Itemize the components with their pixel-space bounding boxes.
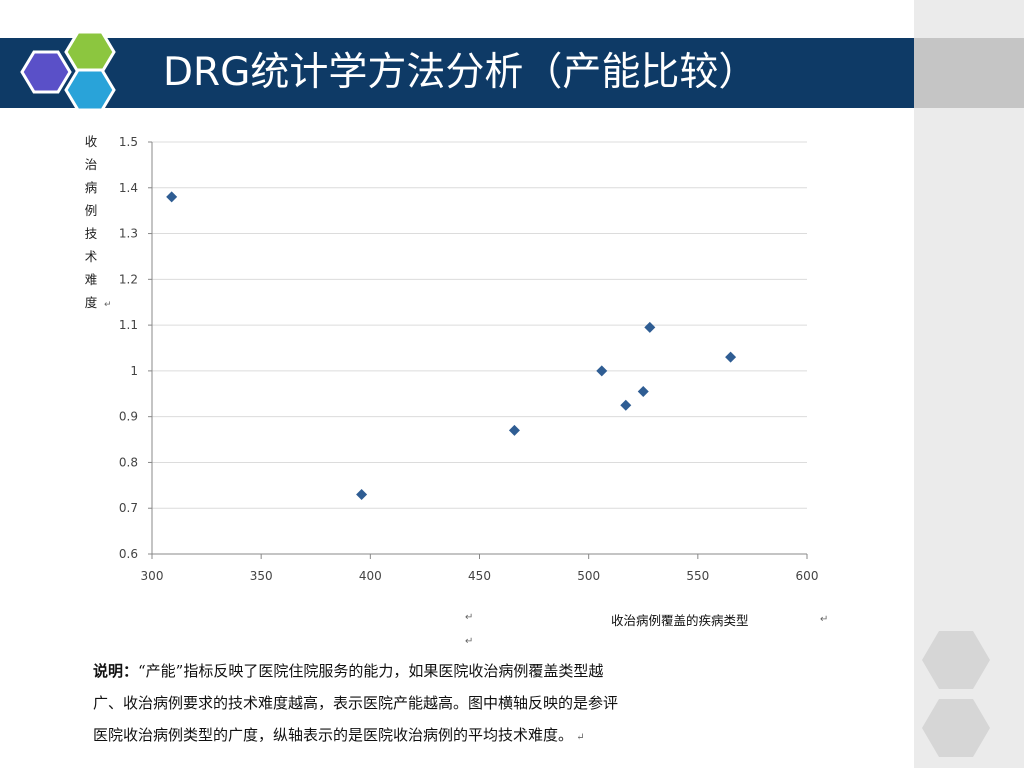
x-axis-label: 收治病例覆盖的疾病类型 [611,613,749,628]
paragraph-mark-icon: ↵ [573,732,585,743]
y-axis-label-char: 度 [85,295,98,310]
data-point-marker [644,321,656,333]
gray-hexagon-top [922,631,990,689]
y-tick-label: 1.3 [119,227,138,241]
gray-hexagon-bottom [922,699,990,757]
y-axis-label-char: 术 [85,249,98,264]
y-tick-label: 1 [130,364,138,378]
data-point-marker [508,424,520,436]
purple-hexagon [20,50,72,94]
y-tick-labels: 0.6 0.7 0.8 0.9 1 1.1 1.2 1.3 1.4 1.5 [119,135,138,561]
paragraph-mark-icon: ↵ [104,300,112,310]
description-line-3: 医院收治病例类型的广度，纵轴表示的是医院收治病例的平均技术难度。 ↵ [93,719,853,754]
y-tick-label: 0.8 [119,455,138,469]
data-point-marker [596,365,608,377]
data-point-marker [356,488,368,500]
y-axis-label-char: 收 [85,134,98,149]
y-tick-label: 1.4 [119,181,138,195]
description-line-1: 说明：“产能”指标反映了医院住院服务的能力，如果医院收治病例覆盖类型越 [93,655,853,687]
y-tick-label: 1.5 [119,135,138,149]
x-tick-label: 350 [250,569,273,583]
title-bar [0,38,914,108]
x-tick-label: 500 [577,569,600,583]
paragraph-mark-icon: ↵ [465,636,474,647]
description-line-1-text: “产能”指标反映了医院住院服务的能力，如果医院收治病例覆盖类型越 [138,662,604,680]
x-tick-label: 300 [141,569,164,583]
right-header-band [914,38,1024,108]
paragraph-mark-icon: ↵ [465,612,474,623]
y-axis-label-char: 治 [85,157,98,172]
y-tick-label: 1.1 [119,318,138,332]
y-axis-label-char: 难 [85,272,98,287]
hexagon-logo-icon [20,30,116,112]
description-text: 说明：“产能”指标反映了医院住院服务的能力，如果医院收治病例覆盖类型越 广、收治… [93,655,853,754]
data-point-marker [166,191,178,203]
y-tick-label: 0.7 [119,501,138,515]
decorative-hexagons-icon [922,631,990,757]
x-tick-labels: 300 350 400 450 500 550 600 [141,569,819,583]
description-line-2: 广、收治病例要求的技术难度越高，表示医院产能越高。图中横轴反映的是参评 [93,694,619,712]
y-axis-label-char: 病 [85,180,98,195]
green-hexagon [64,30,116,74]
x-tick-label: 450 [468,569,491,583]
y-axis-label-char: 技 [85,226,98,241]
description-label: 说明： [93,662,139,680]
scatter-chart: 0.6 0.7 0.8 0.9 1 1.1 1.2 1.3 1.4 1.5 300 350 400 45… [85,134,819,583]
y-tick-label: 0.6 [119,547,138,561]
data-point-marker [620,399,632,411]
x-tick-label: 550 [686,569,709,583]
x-tick-label: 600 [796,569,819,583]
chart-axes [148,141,808,559]
y-axis-label-char: 例 [85,203,98,218]
chart-grid [152,141,807,555]
data-points [166,191,737,500]
y-tick-label: 1.2 [119,272,138,286]
x-tick-label: 400 [359,569,382,583]
data-point-marker [637,385,649,397]
y-tick-label: 0.9 [119,410,138,424]
blue-hexagon [64,68,116,112]
slide-title: DRG统计学方法分析（产能比较） [163,50,758,95]
paragraph-mark-icon: ↵ [820,614,829,625]
data-point-marker [725,351,737,363]
description-line-3-text: 医院收治病例类型的广度，纵轴表示的是医院收治病例的平均技术难度。 [93,726,574,744]
